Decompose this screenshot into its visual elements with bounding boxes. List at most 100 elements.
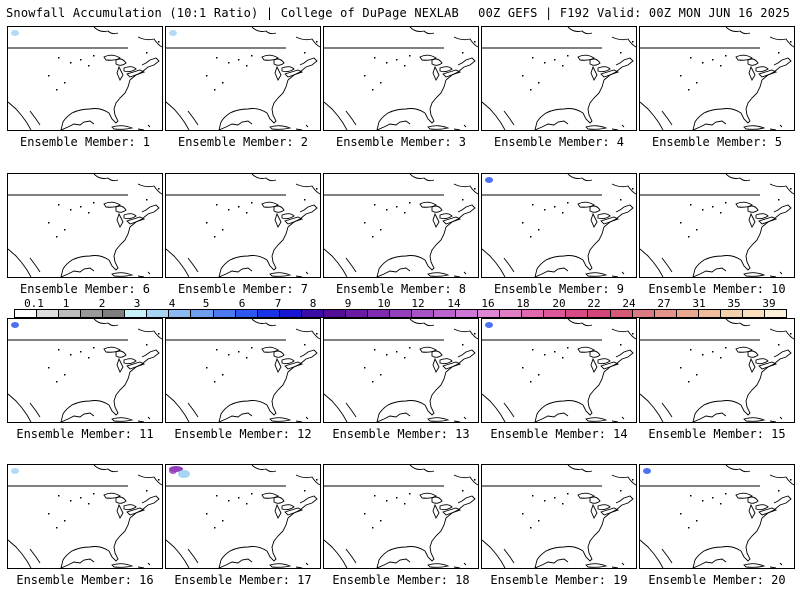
legend-swatch xyxy=(455,309,479,318)
legend-swatch xyxy=(631,309,655,318)
member-label-2: Ensemble Member: 2 xyxy=(177,135,309,149)
legend-tick-label: 16 xyxy=(481,297,495,310)
map-outline xyxy=(640,174,794,277)
snowfall-color-legend: 0.1 1 2 3 4 5 6 7 8 9 10 12 14 16 18 20 22 24 27 31 35 39 xyxy=(14,297,787,322)
snowfall-area xyxy=(11,30,19,36)
member-label-19: Ensemble Member: 19 xyxy=(490,573,628,587)
member-label-14: Ensemble Member: 14 xyxy=(490,427,628,441)
ensemble-map-15 xyxy=(639,318,795,423)
legend-tick-label: 22 xyxy=(587,297,601,310)
snowfall-area xyxy=(11,468,19,474)
legend-swatch xyxy=(102,309,126,318)
member-label-6: Ensemble Member: 6 xyxy=(19,282,151,296)
ensemble-map-1 xyxy=(7,26,163,131)
legend-tick-label: 31 xyxy=(692,297,706,310)
snowfall-area xyxy=(11,322,19,328)
member-label-16: Ensemble Member: 16 xyxy=(16,573,154,587)
map-outline xyxy=(166,27,320,130)
map-outline xyxy=(640,319,794,422)
legend-tick-label: 7 xyxy=(274,297,282,310)
legend-swatch xyxy=(14,309,38,318)
legend-swatch xyxy=(256,309,280,318)
legend-swatch xyxy=(763,309,787,318)
map-outline xyxy=(8,319,162,422)
model-run-info: 00Z GEFS | F192 Valid: 00Z MON JUN 16 20… xyxy=(478,6,790,20)
ensemble-map-4 xyxy=(481,26,637,131)
ensemble-map-14 xyxy=(481,318,637,423)
ensemble-map-6 xyxy=(7,173,163,278)
snowfall-area xyxy=(485,322,493,328)
legend-swatch xyxy=(521,309,545,318)
ensemble-map-17 xyxy=(165,464,321,569)
map-outline xyxy=(166,465,320,568)
legend-swatch xyxy=(719,309,743,318)
member-label-11: Ensemble Member: 11 xyxy=(16,427,154,441)
ensemble-map-8 xyxy=(323,173,479,278)
legend-swatch xyxy=(366,309,390,318)
legend-tick-label: 35 xyxy=(727,297,741,310)
member-label-7: Ensemble Member: 7 xyxy=(177,282,309,296)
member-label-12: Ensemble Member: 12 xyxy=(174,427,312,441)
legend-swatch xyxy=(300,309,324,318)
member-label-13: Ensemble Member: 13 xyxy=(332,427,470,441)
map-outline xyxy=(324,465,478,568)
ensemble-map-19 xyxy=(481,464,637,569)
snowfall-area xyxy=(485,177,493,183)
member-label-20: Ensemble Member: 20 xyxy=(648,573,786,587)
member-label-1: Ensemble Member: 1 xyxy=(19,135,151,149)
legend-tick-label: 18 xyxy=(516,297,530,310)
map-outline xyxy=(482,319,636,422)
map-outline xyxy=(482,174,636,277)
legend-tick-label: 24 xyxy=(622,297,636,310)
member-label-17: Ensemble Member: 17 xyxy=(174,573,312,587)
legend-swatch xyxy=(124,309,148,318)
legend-tick-label: 1 xyxy=(62,297,70,310)
member-label-15: Ensemble Member: 15 xyxy=(648,427,786,441)
snowfall-area xyxy=(169,466,190,478)
map-outline xyxy=(640,465,794,568)
ensemble-map-11 xyxy=(7,318,163,423)
map-outline xyxy=(324,27,478,130)
map-outline xyxy=(324,319,478,422)
legend-swatch xyxy=(609,309,633,318)
ensemble-map-18 xyxy=(323,464,479,569)
legend-tick-label: 20 xyxy=(552,297,566,310)
ensemble-map-7 xyxy=(165,173,321,278)
ensemble-map-16 xyxy=(7,464,163,569)
legend-swatch xyxy=(499,309,523,318)
legend-swatch xyxy=(344,309,368,318)
legend-swatch xyxy=(146,309,170,318)
legend-tick-label: 10 xyxy=(377,297,391,310)
legend-swatch xyxy=(411,309,435,318)
legend-tick-label: 5 xyxy=(202,297,210,310)
legend-tick-label: 8 xyxy=(309,297,317,310)
map-outline xyxy=(324,174,478,277)
member-label-18: Ensemble Member: 18 xyxy=(332,573,470,587)
ensemble-map-3 xyxy=(323,26,479,131)
legend-tick-label: 27 xyxy=(657,297,671,310)
legend-swatch xyxy=(322,309,346,318)
legend-tick-label: 0.1 xyxy=(24,297,44,310)
legend-tick-label: 12 xyxy=(411,297,425,310)
map-outline xyxy=(8,174,162,277)
map-outline xyxy=(640,27,794,130)
legend-swatch xyxy=(653,309,677,318)
legend-swatch xyxy=(388,309,413,318)
legend-tick-label: 6 xyxy=(238,297,246,310)
member-label-8: Ensemble Member: 8 xyxy=(335,282,467,296)
legend-swatch xyxy=(741,309,765,318)
legend-swatch xyxy=(190,309,214,318)
map-outline xyxy=(166,174,320,277)
legend-swatch xyxy=(36,309,60,318)
legend-swatch xyxy=(278,309,302,318)
legend-swatch xyxy=(234,309,258,318)
legend-tick-label: 3 xyxy=(133,297,141,310)
ensemble-map-5 xyxy=(639,26,795,131)
legend-swatch xyxy=(168,309,192,318)
legend-swatch xyxy=(433,309,457,318)
ensemble-map-12 xyxy=(165,318,321,423)
member-label-3: Ensemble Member: 3 xyxy=(335,135,467,149)
legend-swatch xyxy=(212,309,236,318)
legend-tick-label: 39 xyxy=(762,297,776,310)
member-label-4: Ensemble Member: 4 xyxy=(493,135,625,149)
